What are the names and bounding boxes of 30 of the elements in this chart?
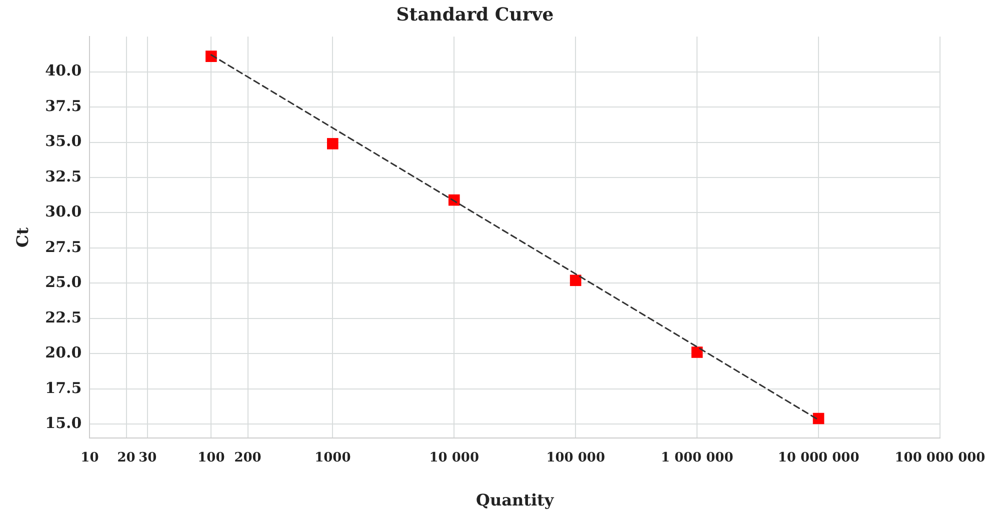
chart-title: Standard Curve: [396, 4, 554, 26]
y-axis-title: Ct: [12, 226, 32, 248]
x-tick-label: 200: [234, 450, 262, 466]
x-tick-label: 100 000 000: [894, 450, 986, 466]
x-tick-label: 20: [117, 450, 136, 466]
y-tick-label: 20.0: [45, 344, 82, 362]
y-tick-label: 32.5: [45, 167, 82, 186]
y-tick-label: 17.5: [45, 378, 82, 397]
point: [448, 194, 460, 206]
y-tick-label: 35.0: [45, 132, 82, 150]
x-tick-label: 10 000 000: [778, 450, 860, 466]
x-tick-label: 10: [80, 450, 99, 466]
y-tick-label: 22.5: [45, 308, 82, 326]
y-tick-label: 40.0: [45, 62, 82, 80]
x-tick-label: 100 000: [546, 450, 606, 466]
x-tick-label: 100: [198, 450, 225, 466]
x-tick-label: 1000: [314, 450, 351, 466]
y-tick-label: 37.5: [45, 96, 82, 115]
y-tick-label: 25.0: [45, 273, 82, 292]
point: [691, 346, 703, 358]
y-tick-label: 27.5: [45, 238, 82, 256]
x-tick-label: 30: [138, 450, 157, 466]
x-axis-title: Quantity: [476, 490, 554, 510]
point: [570, 274, 582, 286]
point: [206, 50, 217, 62]
x-tick-label: 10 000: [429, 450, 480, 466]
x-tick-label: 1 000 000: [660, 450, 734, 466]
y-tick-label: 30.0: [45, 202, 82, 221]
y-tick-label: 15.0: [45, 414, 82, 432]
point: [327, 138, 338, 150]
